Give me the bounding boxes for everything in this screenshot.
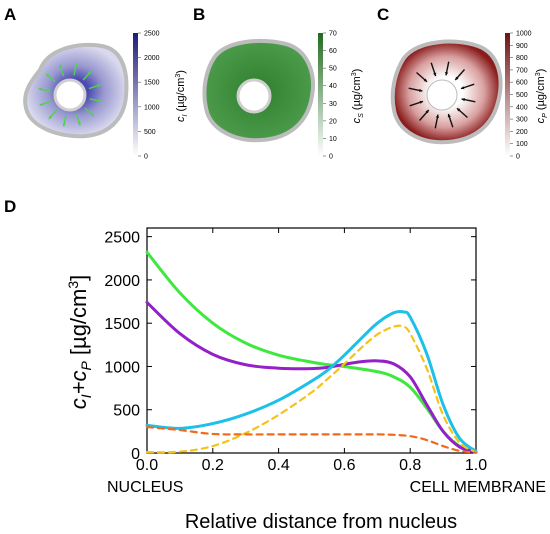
colorbar-tick-label-b: 10 — [329, 136, 337, 143]
flux-arrow-c — [418, 109, 430, 121]
flux-arrow-c — [416, 71, 428, 83]
colorbar-tick-label-b: 20 — [329, 118, 337, 125]
panel-b: B 0 10 20 30 40 50 60 70 cS (µg/cm3) — [193, 5, 365, 161]
colorbar-label-a: cI (µg/cm3) — [175, 70, 189, 122]
flux-arrow-c — [408, 87, 423, 93]
flux-arrow-c — [461, 97, 476, 103]
colorbar-tick-label-a: 1000 — [144, 104, 160, 111]
colorbar-tick-label-c: 300 — [516, 117, 528, 124]
nucleus-b — [236, 78, 272, 114]
panel-letter-d: D — [4, 197, 16, 216]
colorbar-tick-label-b: 0 — [329, 154, 333, 161]
panel-d: D 0.0 0.2 0.4 0.6 0.8 1.0 0 500 1000 1500 2000 2500… — [4, 197, 546, 533]
flux-arrow-a — [39, 100, 52, 106]
y-tick-label: 2500 — [104, 230, 140, 247]
colorbar-label-c: cP (µg/cm3) — [535, 69, 549, 124]
flux-arrow-a — [59, 64, 65, 77]
plot-frame — [146, 227, 477, 454]
colorbar-tick-label-a: 0 — [144, 154, 148, 161]
colorbar-ticks-c: 0 100 200 300 400 500 600 700 800 900 1000 — [510, 31, 532, 161]
flux-arrow-a — [75, 113, 81, 126]
colorbar-c — [505, 33, 510, 156]
x-tick-label: 1.0 — [465, 457, 487, 474]
x-tick-label: 0.0 — [136, 457, 158, 474]
colorbar-tick-label-c: 0 — [516, 154, 520, 161]
panel-a: A 0 500 1000 1500 2000 2500 cI (µg/cm3) — [4, 5, 189, 161]
x-tick-label: 0.8 — [399, 457, 421, 474]
flux-arrow-a — [73, 63, 78, 76]
flux-arrow-c — [444, 61, 450, 76]
colorbar-tick-label-c: 400 — [516, 104, 528, 111]
flux-arrow-a — [45, 73, 56, 83]
line-chart: 0.0 0.2 0.4 0.6 0.8 1.0 0 500 1000 1500 2000 2500 — [104, 227, 487, 474]
flux-arrow-c — [434, 114, 440, 129]
colorbar-tick-label-c: 500 — [516, 92, 528, 99]
colorbar-tick-label-a: 2500 — [144, 31, 160, 38]
colorbar-ticks-a: 0 500 1000 1500 2000 2500 — [138, 31, 160, 161]
colorbar-tick-label-a: 500 — [144, 129, 156, 136]
colorbar-a — [133, 33, 138, 156]
flux-arrow-c — [456, 107, 468, 119]
series-line-2 — [145, 300, 478, 454]
flux-arrow-c — [460, 83, 475, 90]
flux-arrow-a — [89, 98, 102, 103]
colorbar-label-b: cS (µg/cm3) — [351, 69, 365, 124]
colorbar-tick-label-c: 200 — [516, 129, 528, 136]
colorbar-tick-label-b: 40 — [329, 83, 337, 90]
flux-arrows-a — [38, 63, 102, 127]
panel-letter-c: C — [377, 5, 389, 24]
panel-letter-b: B — [193, 5, 205, 24]
x-left-label: NUCLEUS — [107, 479, 183, 496]
panel-letter-a: A — [4, 5, 16, 24]
colorbar-tick-label-a: 1500 — [144, 80, 160, 87]
x-axis-title: Relative distance from nucleus — [185, 511, 457, 533]
flux-arrow-c — [409, 100, 424, 107]
flux-arrow-a — [38, 87, 51, 92]
colorbar-tick-label-a: 2000 — [144, 55, 160, 62]
flux-arrow-a — [82, 70, 92, 81]
y-tick-label: 2000 — [104, 273, 140, 290]
y-tick-label: 0 — [131, 446, 140, 463]
colorbar-tick-label-c: 100 — [516, 141, 528, 148]
flux-arrow-c — [454, 69, 466, 81]
panel-c: C 0 100 200 300 400 500 600 700 800 900 1000 cP (µ… — [377, 5, 549, 161]
flux-arrow-c — [430, 62, 437, 77]
x-tick-label: 0.2 — [202, 457, 224, 474]
series-line-3 — [145, 309, 478, 453]
nucleus-c — [426, 79, 458, 111]
nucleus-a — [53, 78, 87, 112]
y-axis-title: cI+cP [µg/cm3] — [65, 275, 94, 410]
colorbar-tick-label-b: 60 — [329, 48, 337, 55]
flux-arrow-a — [48, 109, 58, 120]
colorbar-tick-label-b: 70 — [329, 31, 337, 38]
series-line-4 — [145, 324, 478, 454]
y-tick-label: 500 — [113, 403, 140, 420]
series-line-5 — [145, 425, 478, 454]
flux-arrow-c — [447, 113, 454, 128]
flux-arrow-a — [88, 84, 101, 90]
y-tick-label: 1000 — [104, 359, 140, 376]
colorbar-tick-label-c: 700 — [516, 67, 528, 74]
x-tick-label: 0.6 — [333, 457, 355, 474]
flux-arrow-a — [62, 114, 67, 127]
colorbar-tick-label-c: 1000 — [516, 31, 532, 38]
colorbar-ticks-b: 0 10 20 30 40 50 60 70 — [323, 31, 337, 161]
y-tick-label: 1500 — [104, 316, 140, 333]
x-right-label: CELL MEMBRANE — [410, 479, 546, 496]
colorbar-tick-label-c: 800 — [516, 55, 528, 62]
colorbar-tick-label-b: 50 — [329, 66, 337, 73]
colorbar-tick-label-b: 30 — [329, 101, 337, 108]
flux-arrow-a — [84, 107, 95, 117]
colorbar-tick-label-c: 900 — [516, 43, 528, 50]
x-tick-label: 0.4 — [267, 457, 289, 474]
colorbar-tick-label-c: 600 — [516, 80, 528, 87]
colorbar-b — [318, 33, 323, 156]
flux-arrows-c — [408, 61, 476, 129]
